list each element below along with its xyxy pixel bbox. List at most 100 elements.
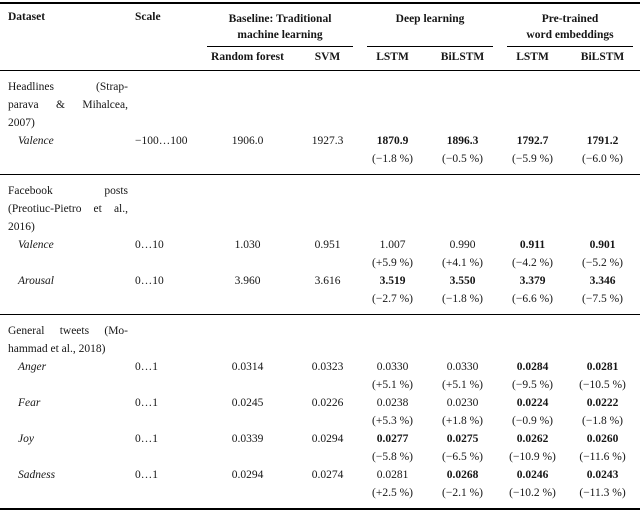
metric-delta: (+2.5 %)	[372, 487, 413, 499]
metric-value: 0.0224	[516, 397, 549, 409]
metric-value-row: Joy 0…1 0.0339 0.0294 0.0277 0.0275 0.02…	[0, 430, 640, 448]
metric-value: 3.960	[234, 275, 261, 287]
metric-value-row: Anger 0…1 0.0314 0.0323 0.0330 0.0330 0.…	[0, 358, 640, 376]
metric-value: 0.951	[314, 239, 341, 251]
metric-value: 0.0330	[376, 361, 409, 373]
metric-delta-row: (−2.7 %) (−1.8 %) (−6.6 %) (−7.5 %)	[0, 290, 640, 315]
metric-label: Sadness	[18, 469, 56, 481]
metric-delta: (+5.1 %)	[372, 379, 413, 391]
col-header-svm: SVM	[295, 47, 361, 71]
metric-scale: 0…1	[135, 361, 158, 373]
metric-delta: (−2.7 %)	[372, 293, 413, 305]
metric-value-row: Sadness 0…1 0.0294 0.0274 0.0281 0.0268 …	[0, 466, 640, 484]
empty-cell	[200, 484, 295, 509]
dataset-title-line: 2016)	[8, 221, 35, 233]
metric-value: 1927.3	[311, 135, 344, 147]
group-header-baseline: Baseline: Traditional machine learning	[200, 3, 360, 47]
group-header-deep-learning: Deep learning	[360, 3, 500, 47]
empty-cell	[295, 254, 360, 272]
metric-scale: 0…1	[135, 397, 158, 409]
metric-delta: (−9.5 %)	[512, 379, 553, 391]
metric-delta-row: (+5.9 %) (+4.1 %) (−4.2 %) (−5.2 %)	[0, 254, 640, 272]
empty-cell	[295, 412, 360, 430]
empty-cell	[295, 376, 360, 394]
metric-label: Anger	[18, 361, 47, 373]
metric-value-row: Valence 0…10 1.030 0.951 1.007 0.990 0.9…	[0, 236, 640, 254]
metric-delta-row: (+5.1 %) (+5.1 %) (−9.5 %) (−10.5 %)	[0, 376, 640, 394]
group-label-line: Pre-trained	[541, 13, 599, 25]
metric-delta: (−10.5 %)	[579, 379, 626, 391]
metric-scale: 0…1	[135, 469, 158, 481]
empty-cell	[130, 448, 200, 466]
col-header-lstm-dl: LSTM	[360, 47, 426, 71]
metric-value: 1791.2	[586, 135, 619, 147]
empty-cell	[130, 150, 200, 175]
empty-cell	[0, 254, 130, 272]
metric-value: 0.0262	[516, 433, 549, 445]
section-title-row: Facebook posts (Preotiuc-Pietro et al., …	[0, 174, 640, 236]
metric-value: 0.0275	[446, 433, 479, 445]
metric-delta: (−0.9 %)	[512, 415, 553, 427]
metric-value: 1896.3	[446, 135, 479, 147]
empty-cell	[295, 484, 360, 509]
empty-cell	[295, 448, 360, 466]
metric-value: 0.0222	[586, 397, 619, 409]
metric-value-row: Arousal 0…10 3.960 3.616 3.519 3.550 3.3…	[0, 272, 640, 290]
metric-delta: (−6.6 %)	[512, 293, 553, 305]
metric-value: 0.0243	[586, 469, 619, 481]
metric-label: Joy	[18, 433, 34, 445]
dataset-title-line: (Preotiuc-Pietro et al.,	[8, 203, 128, 215]
group-label-line: machine learning	[237, 29, 323, 41]
metric-delta: (−5.2 %)	[582, 257, 624, 269]
metric-scale: −100…100	[135, 135, 188, 147]
dataset-title-line: Headlines (Strap-	[8, 81, 128, 93]
metric-value: 0.0284	[516, 361, 549, 373]
metric-label: Arousal	[18, 275, 54, 287]
metric-delta: (−10.2 %)	[509, 487, 556, 499]
empty-cell	[130, 254, 200, 272]
metric-delta: (−5.8 %)	[372, 451, 413, 463]
metric-delta-row: (−5.8 %) (−6.5 %) (−10.9 %) (−11.6 %)	[0, 448, 640, 466]
section-title-row: General tweets (Mo- hammad et al., 2018)	[0, 314, 640, 358]
col-header-bilstm-dl: BiLSTM	[425, 47, 501, 71]
table-body: Headlines (Strap- parava & Mihalcea, 200…	[0, 71, 640, 510]
col-header-bilstm-pre: BiLSTM	[565, 47, 640, 71]
metric-value: 0.0238	[376, 397, 409, 409]
metric-value: 1906.0	[231, 135, 264, 147]
col-header-scale: Scale	[130, 3, 200, 71]
empty-cell	[0, 376, 130, 394]
empty-cell	[0, 448, 130, 466]
metric-value: 0.911	[519, 239, 546, 251]
empty-cell	[200, 150, 295, 175]
empty-cell	[130, 376, 200, 394]
empty-cell	[200, 448, 295, 466]
metric-label: Valence	[18, 135, 54, 147]
metric-label: Fear	[18, 397, 41, 409]
metric-delta: (+5.3 %)	[372, 415, 413, 427]
empty-cell	[130, 290, 200, 315]
group-label-line: Deep learning	[395, 13, 465, 25]
empty-cell	[295, 150, 360, 175]
metric-value: 0.0260	[586, 433, 619, 445]
metric-value: 0.0281	[586, 361, 619, 373]
group-label-line	[360, 27, 500, 43]
metric-delta: (−1.8 %)	[582, 415, 624, 427]
metric-delta-row: (+5.3 %) (+1.8 %) (−0.9 %) (−1.8 %)	[0, 412, 640, 430]
metric-delta: (+5.1 %)	[442, 379, 483, 391]
metric-value-row: Fear 0…1 0.0245 0.0226 0.0238 0.0230 0.0…	[0, 394, 640, 412]
metric-value: 3.379	[519, 275, 546, 287]
dataset-title-facebook: Facebook posts (Preotiuc-Pietro et al., …	[0, 174, 640, 236]
metric-value: 0.990	[449, 239, 476, 251]
metric-value: 3.346	[589, 275, 616, 287]
metric-value: 0.0245	[231, 397, 264, 409]
metric-value-row: Valence −100…100 1906.0 1927.3 1870.9 18…	[0, 132, 640, 150]
dataset-title-line: hammad et al., 2018)	[8, 343, 106, 355]
metric-delta: (−2.1 %)	[442, 487, 483, 499]
empty-cell	[130, 412, 200, 430]
empty-cell	[200, 412, 295, 430]
metric-delta: (−11.6 %)	[579, 451, 626, 463]
table-header: Dataset Scale Baseline: Traditional mach…	[0, 3, 640, 71]
dataset-title-tweets: General tweets (Mo- hammad et al., 2018)	[0, 314, 640, 358]
